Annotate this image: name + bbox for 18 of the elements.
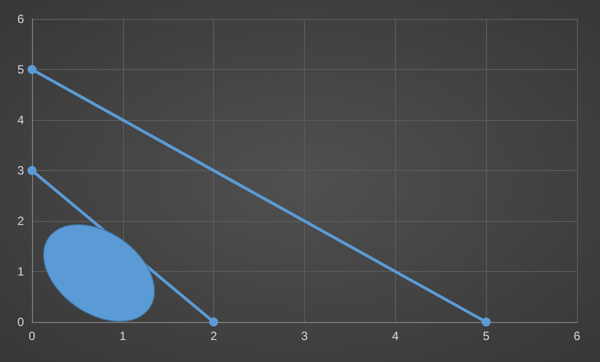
point bbox=[28, 166, 36, 175]
x-tick-label: 0 bbox=[28, 329, 36, 343]
y-tick-label: 0 bbox=[17, 315, 24, 329]
y-tick-label: 6 bbox=[17, 12, 24, 26]
y-tick-label: 1 bbox=[17, 264, 24, 278]
y-tick-label: 3 bbox=[17, 164, 24, 178]
x-tick-label: 3 bbox=[301, 329, 308, 343]
x-tick-label: 5 bbox=[482, 329, 490, 343]
x-tick-label: 4 bbox=[392, 329, 399, 343]
x-tick-label: 2 bbox=[210, 329, 218, 343]
point bbox=[209, 318, 218, 326]
point bbox=[28, 65, 36, 74]
x-tick-label: 1 bbox=[119, 329, 126, 343]
y-tick-label: 2 bbox=[17, 214, 24, 228]
point bbox=[482, 318, 491, 326]
y-tick-label: 4 bbox=[17, 113, 24, 127]
x-tick-label: 6 bbox=[574, 329, 581, 343]
y-tick-label: 5 bbox=[17, 62, 24, 76]
